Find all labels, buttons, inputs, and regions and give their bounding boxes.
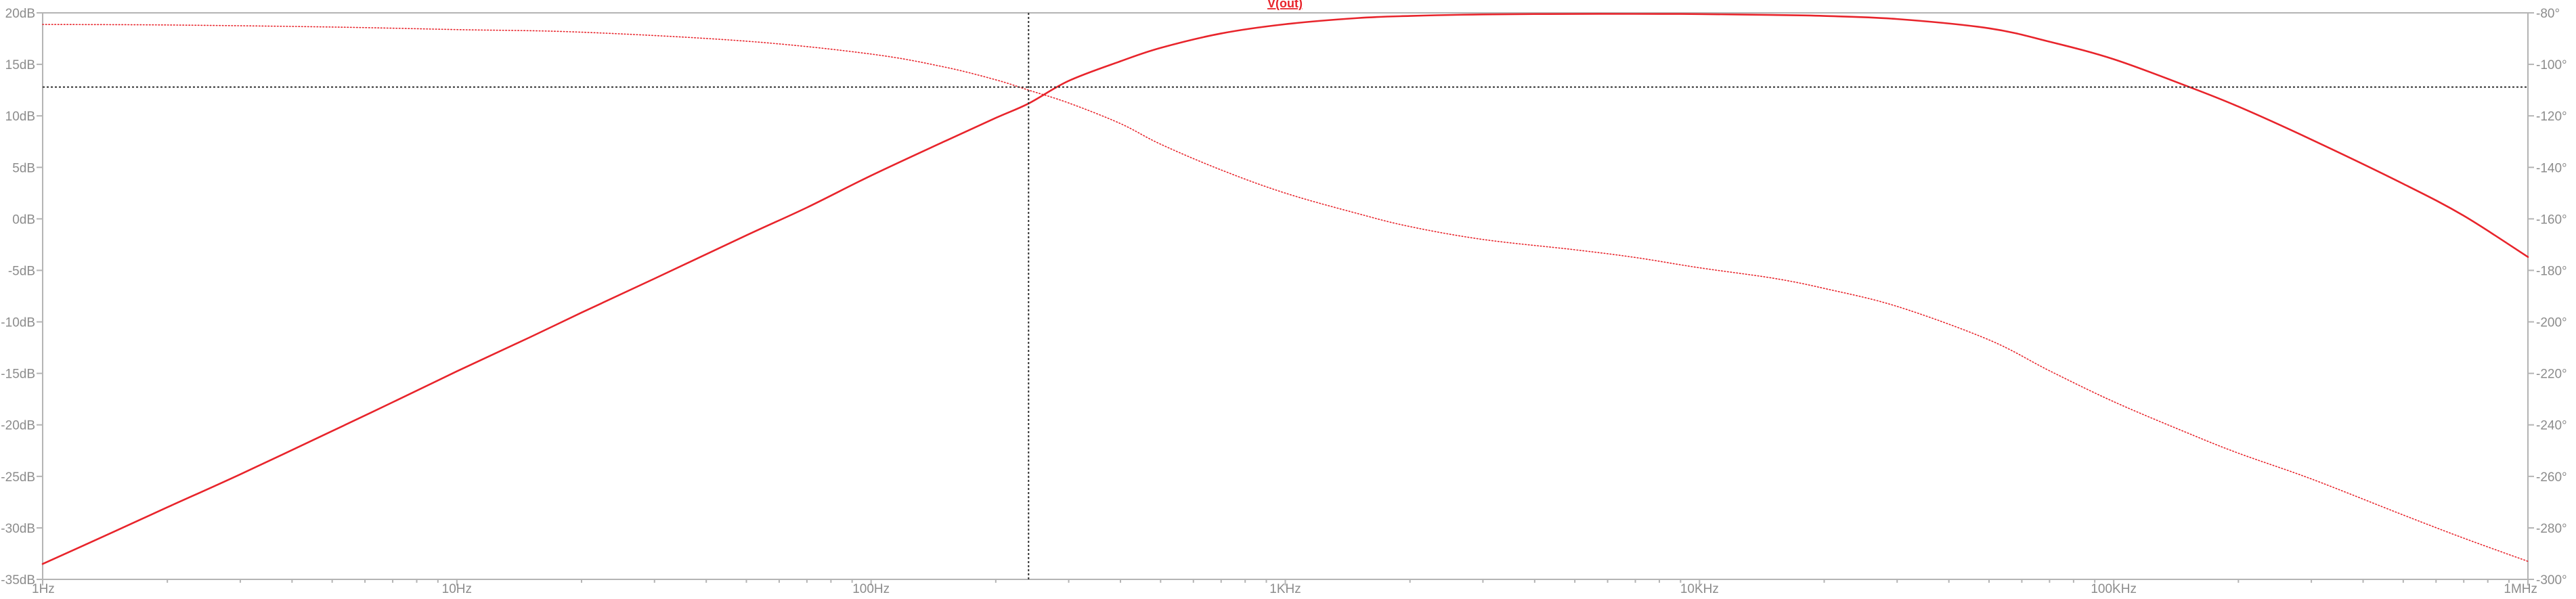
x-tick-label: 1MHz bbox=[2504, 582, 2537, 596]
x-tick-label: 100KHz bbox=[2091, 582, 2137, 596]
y-right-tick-label: -120° bbox=[2536, 110, 2567, 124]
y-left-tick-label: -25dB bbox=[1, 470, 35, 485]
y-right-tick-label: -300° bbox=[2536, 573, 2567, 587]
y-right-tick-label: -220° bbox=[2536, 368, 2567, 382]
x-axis: 1Hz 10Hz 100Hz 1KHz 10KHz 100KHz 1MHz bbox=[32, 579, 2537, 596]
y-left-tick-label: 5dB bbox=[12, 161, 35, 175]
phase-curve bbox=[42, 24, 2529, 562]
magnitude-curve bbox=[41, 13, 2529, 565]
y-right-tick-label: -100° bbox=[2536, 58, 2567, 72]
y-left-tick-label: -20dB bbox=[1, 419, 35, 433]
x-tick-label: 10KHz bbox=[1680, 582, 1719, 596]
y-left-tick-label: 10dB bbox=[5, 110, 35, 124]
x-tick-label: 10Hz bbox=[442, 582, 472, 596]
y-left-tick-label: -15dB bbox=[1, 368, 35, 382]
x-tick-label: 1KHz bbox=[1269, 582, 1301, 596]
y-right-tick-label: -140° bbox=[2536, 161, 2567, 175]
y-left-tick-label: -35dB bbox=[1, 573, 35, 587]
y-right-tick-label: -280° bbox=[2536, 522, 2567, 536]
right-y-axis: -80° -100° -120° -140° -160° -180° -200° -220° -… bbox=[2528, 7, 2567, 587]
y-right-tick-label: -160° bbox=[2536, 213, 2567, 227]
y-right-tick-label: -260° bbox=[2536, 470, 2567, 485]
y-right-tick-label: -200° bbox=[2536, 316, 2567, 330]
y-left-tick-label: -30dB bbox=[1, 522, 35, 536]
series-layer bbox=[41, 13, 2529, 565]
y-left-tick-label: 15dB bbox=[5, 58, 35, 72]
y-left-tick-label: 20dB bbox=[5, 7, 35, 21]
y-left-tick-label: -5dB bbox=[8, 264, 35, 278]
x-tick-label: 1Hz bbox=[32, 582, 55, 596]
plot-frame bbox=[42, 12, 2529, 580]
left-y-axis: 20dB 15dB 10dB 5dB 0dB -5dB -10dB -15dB -20dB -25… bbox=[1, 7, 43, 587]
y-right-tick-label: -240° bbox=[2536, 419, 2567, 433]
trace-label[interactable]: V(out) bbox=[1267, 0, 1303, 10]
y-right-tick-label: -80° bbox=[2536, 7, 2560, 21]
x-tick-label: 100Hz bbox=[852, 582, 890, 596]
y-right-tick-label: -180° bbox=[2536, 264, 2567, 278]
y-left-tick-label: 0dB bbox=[12, 213, 35, 227]
cursor-layer[interactable] bbox=[43, 13, 2528, 579]
y-left-tick-label: -10dB bbox=[1, 316, 35, 330]
